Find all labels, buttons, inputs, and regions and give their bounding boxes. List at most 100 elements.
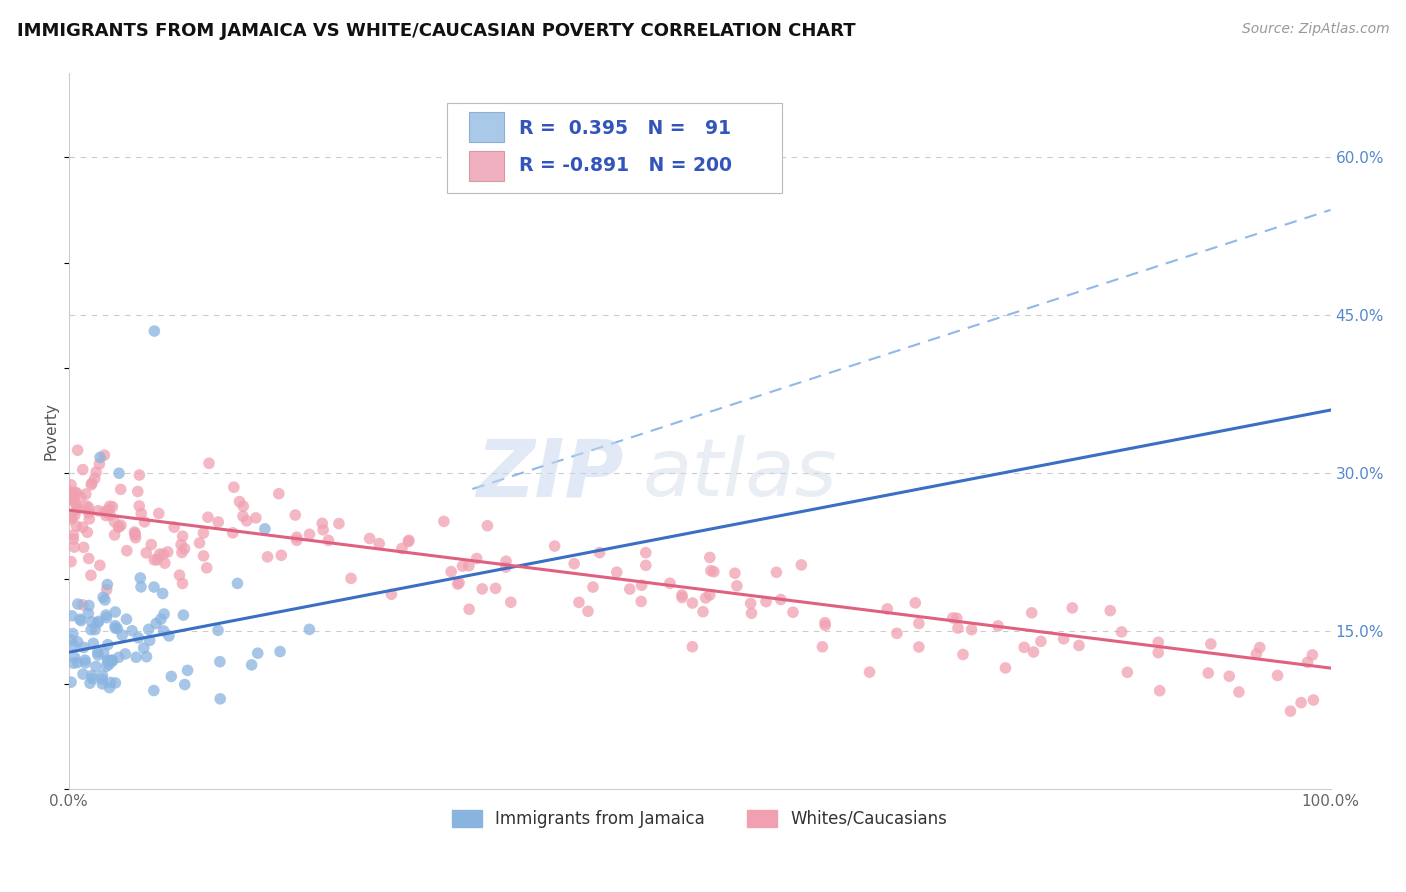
Point: [543, 539, 565, 553]
Point: [66, 443, 89, 458]
Point: [724, 566, 747, 581]
Point: [62, 528, 84, 542]
Text: R = -0.891   N = 200: R = -0.891 N = 200: [519, 156, 733, 176]
Point: [703, 565, 725, 579]
Point: [755, 594, 778, 608]
Point: [222, 480, 245, 494]
Point: [70, 614, 93, 628]
Point: [62, 626, 84, 640]
Point: [143, 324, 166, 338]
Point: [91, 668, 114, 682]
Point: [946, 621, 969, 635]
Point: [222, 525, 245, 540]
Point: [814, 618, 837, 632]
Point: [769, 592, 792, 607]
Point: [681, 596, 703, 610]
Point: [235, 514, 257, 528]
Point: [93, 448, 115, 462]
Point: [142, 683, 165, 698]
Point: [960, 623, 983, 637]
Point: [285, 533, 308, 548]
Point: [63, 485, 86, 500]
Point: [60, 491, 83, 506]
Point: [89, 457, 111, 471]
Point: [60, 488, 83, 502]
Point: [692, 605, 714, 619]
Point: [80, 623, 103, 637]
Y-axis label: Poverty: Poverty: [44, 402, 58, 460]
Point: [96, 577, 118, 591]
Point: [77, 599, 100, 613]
Point: [60, 510, 83, 524]
Point: [1301, 648, 1323, 662]
Point: [135, 546, 157, 560]
Point: [135, 649, 157, 664]
Point: [66, 635, 89, 649]
Point: [62, 638, 84, 652]
Point: [173, 541, 195, 556]
Point: [157, 629, 180, 643]
Point: [1302, 693, 1324, 707]
Point: [904, 596, 927, 610]
Point: [65, 498, 87, 512]
Point: [198, 456, 221, 470]
Point: [1111, 624, 1133, 639]
Point: [100, 675, 122, 690]
Point: [62, 656, 84, 670]
Point: [96, 582, 118, 597]
Point: [77, 607, 100, 621]
Point: [207, 515, 229, 529]
Point: [60, 555, 83, 569]
Point: [340, 571, 363, 585]
Point: [60, 608, 83, 623]
Point: [152, 624, 174, 638]
Point: [87, 504, 110, 518]
Point: [79, 676, 101, 690]
Point: [104, 621, 127, 635]
Point: [994, 661, 1017, 675]
FancyBboxPatch shape: [447, 103, 782, 193]
Point: [89, 558, 111, 573]
Point: [72, 667, 94, 681]
Text: R =  0.395   N =   91: R = 0.395 N = 91: [519, 119, 731, 138]
Point: [269, 644, 291, 658]
Point: [98, 508, 121, 522]
Point: [129, 507, 152, 521]
Point: [138, 623, 160, 637]
Point: [66, 656, 89, 670]
Point: [908, 640, 931, 654]
Point: [169, 568, 191, 582]
Point: [62, 532, 84, 546]
Point: [110, 483, 132, 497]
Point: [193, 549, 215, 563]
Point: [105, 622, 128, 636]
Point: [700, 564, 723, 578]
Point: [952, 648, 974, 662]
Point: [359, 532, 381, 546]
Point: [124, 531, 146, 545]
Point: [1029, 634, 1052, 648]
Text: Source: ZipAtlas.com: Source: ZipAtlas.com: [1241, 22, 1389, 37]
Point: [725, 579, 748, 593]
Point: [298, 527, 321, 541]
Point: [298, 623, 321, 637]
Point: [69, 612, 91, 626]
Point: [987, 619, 1010, 633]
Point: [1052, 632, 1074, 646]
Point: [84, 623, 107, 637]
Point: [107, 650, 129, 665]
Point: [886, 626, 908, 640]
Point: [1199, 637, 1222, 651]
Point: [209, 691, 232, 706]
Point: [66, 502, 89, 516]
Point: [172, 576, 194, 591]
Point: [671, 591, 693, 605]
Point: [576, 604, 599, 618]
Point: [72, 520, 94, 534]
Point: [149, 612, 172, 626]
Point: [138, 633, 160, 648]
Point: [458, 558, 481, 573]
Text: ZIP: ZIP: [477, 435, 624, 513]
Point: [790, 558, 813, 572]
Point: [163, 520, 186, 534]
